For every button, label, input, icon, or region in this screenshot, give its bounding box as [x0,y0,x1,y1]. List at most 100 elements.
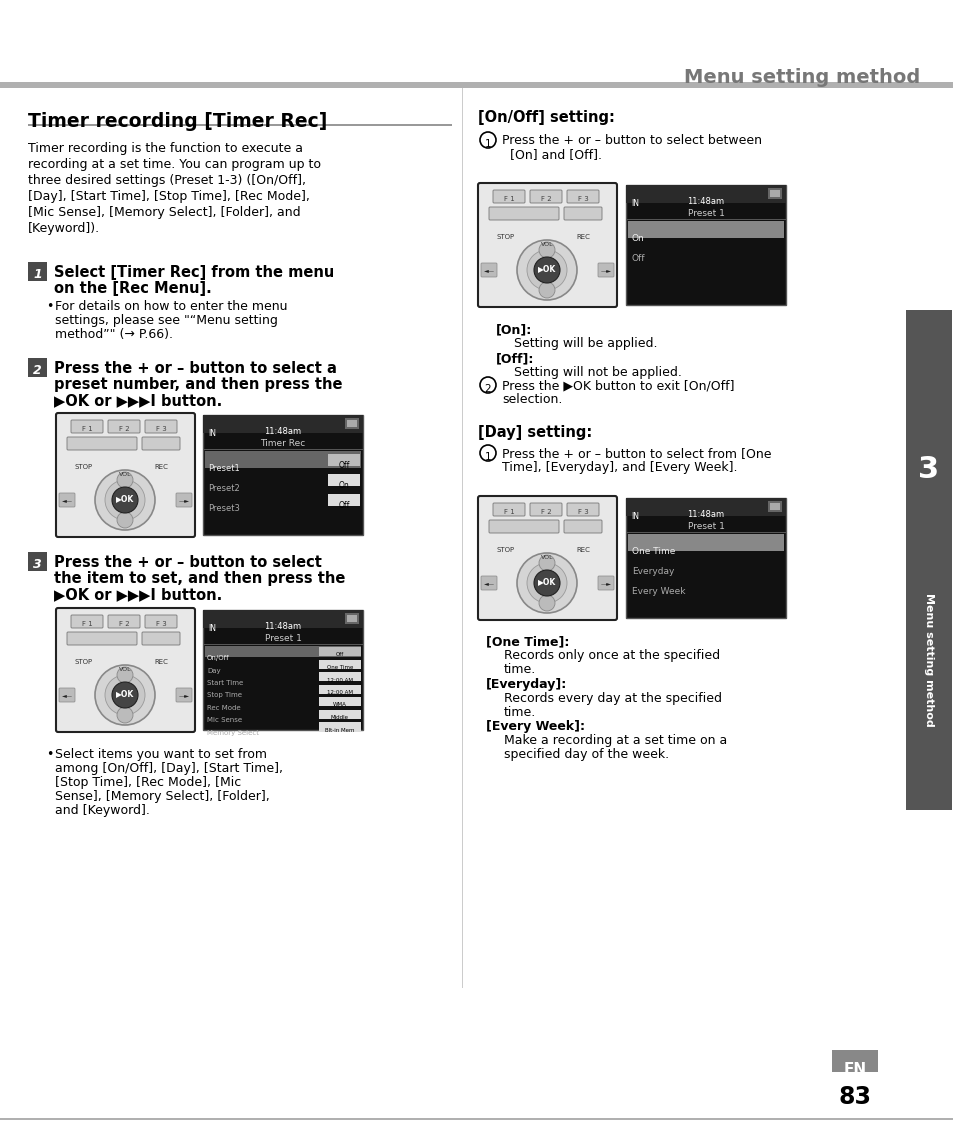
Bar [28,552,47,571]
Text: 11:48am: 11:48am [264,427,301,436]
Text: [Day] setting:: [Day] setting: [477,425,592,440]
Text: On: On [631,234,644,243]
Text: Setting will be applied.: Setting will be applied. [514,338,657,350]
Bar [318,684,360,693]
Text: Select [Timer Rec] from the menu: Select [Timer Rec] from the menu [54,265,334,280]
Text: Blt-in Mem: Blt-in Mem [325,728,355,732]
FancyBboxPatch shape [493,503,524,515]
Text: on the [Rec Menu].: on the [Rec Menu]. [54,281,212,296]
Text: Menu setting method: Menu setting method [683,68,919,87]
Text: Off: Off [338,461,350,470]
Text: ◄—: ◄— [483,267,494,273]
Text: IN: IN [208,429,215,439]
Text: F 2: F 2 [118,426,130,432]
Circle shape [95,470,154,530]
Text: Day: Day [207,667,220,674]
FancyBboxPatch shape [59,492,75,507]
Circle shape [534,257,559,284]
Bar [625,185,785,305]
Bar [318,659,360,668]
Text: F 1: F 1 [503,196,514,202]
Text: STOP: STOP [75,464,93,470]
FancyBboxPatch shape [566,503,598,515]
Text: F 3: F 3 [577,509,588,515]
Text: Start Time: Start Time [207,680,243,687]
FancyBboxPatch shape [71,420,103,433]
Text: Press the ▶OK button to exit [On/Off]: Press the ▶OK button to exit [On/Off] [501,379,734,391]
Bar [905,310,951,810]
FancyBboxPatch shape [145,615,177,628]
Text: IN: IN [208,625,215,633]
Text: F 2: F 2 [540,196,551,202]
FancyBboxPatch shape [480,263,497,277]
Text: For details on how to enter the menu: For details on how to enter the menu [55,300,287,313]
Bar [0,1118,953,1120]
Text: F 2: F 2 [540,509,551,515]
Text: Everyday: Everyday [631,567,674,576]
Circle shape [95,665,154,726]
Text: Preset1: Preset1 [208,464,239,473]
FancyBboxPatch shape [145,420,177,433]
Text: [On]:: [On]: [496,323,532,336]
Circle shape [112,487,138,513]
FancyBboxPatch shape [493,191,524,203]
Text: Sense], [Memory Select], [Folder],: Sense], [Memory Select], [Folder], [55,790,270,802]
Text: 12:00 AM: 12:00 AM [327,677,353,683]
Text: Menu setting method: Menu setting method [923,594,933,727]
FancyBboxPatch shape [563,207,601,220]
Text: 1: 1 [33,269,42,281]
FancyBboxPatch shape [142,633,180,645]
Text: Timer recording is the function to execute a: Timer recording is the function to execu… [28,142,303,155]
Circle shape [517,553,577,613]
Circle shape [526,250,566,290]
Text: [Off]:: [Off]: [496,352,534,365]
Text: Select items you want to set from: Select items you want to set from [55,748,267,761]
Text: Every Week: Every Week [631,587,685,596]
Text: recording at a set time. You can program up to: recording at a set time. You can program… [28,158,320,171]
Text: One Time: One Time [327,665,353,670]
Text: [Mic Sense], [Memory Select], [Folder], and: [Mic Sense], [Memory Select], [Folder], … [28,205,300,219]
Circle shape [117,512,132,528]
Text: 11:48am: 11:48am [687,510,723,519]
Circle shape [105,675,145,715]
Circle shape [105,480,145,520]
Text: F 3: F 3 [155,621,166,627]
Bar [769,503,780,510]
Text: Off: Off [338,501,350,510]
Text: ◄—: ◄— [61,498,72,503]
Text: Timer recording [Timer Rec]: Timer recording [Timer Rec] [28,113,327,131]
Text: 11:48am: 11:48am [687,197,723,205]
FancyBboxPatch shape [566,191,598,203]
Bar [345,613,358,625]
Bar [767,188,781,199]
Text: ▶OK: ▶OK [537,264,556,273]
Text: ▶OK: ▶OK [115,689,134,698]
FancyBboxPatch shape [598,576,614,590]
Text: IN: IN [630,199,639,208]
Text: preset number, and then press the: preset number, and then press the [54,377,342,391]
FancyBboxPatch shape [489,520,558,533]
Text: One Time: One Time [631,546,675,556]
Bar [318,709,360,719]
Text: 2: 2 [33,365,42,378]
Text: Off: Off [631,254,645,263]
Text: VOL: VOL [540,242,553,247]
Text: ◄—: ◄— [483,581,494,585]
Text: Memory Select: Memory Select [207,730,258,736]
Text: REC: REC [153,659,168,665]
Text: 11:48am: 11:48am [264,622,301,631]
Bar [203,414,363,433]
Bar [28,124,452,126]
Bar [627,222,783,238]
FancyBboxPatch shape [477,183,617,307]
Bar [347,420,356,427]
Text: specified day of the week.: specified day of the week. [503,748,668,761]
Text: Make a recording at a set time on a: Make a recording at a set time on a [503,734,726,747]
Bar [203,610,363,628]
Text: ◄—: ◄— [61,693,72,698]
Text: selection.: selection. [501,393,561,406]
Bar [625,185,785,203]
Text: On/Off: On/Off [207,656,230,661]
FancyBboxPatch shape [530,191,561,203]
Text: F 3: F 3 [155,426,166,432]
